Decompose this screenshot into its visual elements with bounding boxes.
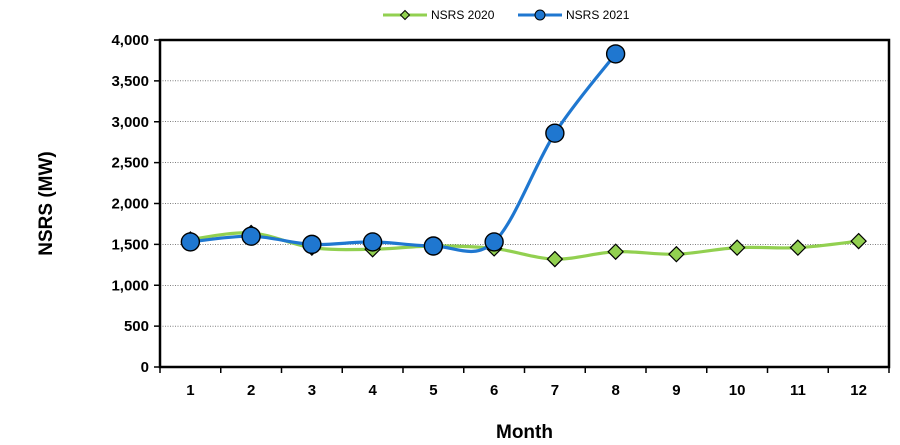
legend-item: NSRS 2021 (518, 8, 630, 22)
series-line (190, 52, 617, 253)
x-tick-label: 1 (186, 382, 194, 399)
x-tick-label: 8 (611, 382, 619, 399)
y-tick-label: 3,500 (111, 73, 149, 90)
data-point (484, 232, 504, 252)
data-point (546, 250, 564, 268)
legend-item: NSRS 2020 (383, 8, 495, 22)
data-point (728, 239, 746, 256)
x-tick-label: 4 (368, 382, 377, 399)
x-axis-title: Month (496, 422, 553, 443)
y-tick-label: 500 (124, 318, 149, 335)
x-tick-label: 12 (850, 382, 867, 399)
data-point (668, 245, 685, 263)
data-point (302, 234, 322, 255)
x-tick-label: 11 (790, 382, 806, 399)
series (180, 44, 867, 268)
data-point (423, 236, 444, 256)
y-tick-label: 1,000 (111, 277, 149, 294)
series-line (190, 231, 859, 261)
data-point (545, 123, 565, 143)
y-tick-label: 1,500 (111, 236, 149, 253)
y-tick-label: 4,000 (111, 32, 149, 49)
gridlines (160, 80, 889, 327)
legend: NSRS 2020 NSRS 2021 (383, 8, 630, 22)
legend-marker (534, 9, 546, 21)
x-tick-label: 3 (308, 382, 316, 399)
legend-marker (399, 9, 411, 21)
y-tick-label: 2,000 (111, 196, 149, 213)
legend-label: NSRS 2020 (431, 8, 495, 22)
data-point (607, 243, 624, 261)
x-tick-label: 7 (551, 382, 559, 399)
y-tick-label: 2,500 (111, 155, 149, 172)
x-tick-label: 10 (729, 382, 746, 399)
data-point (241, 226, 261, 246)
plot-area (158, 38, 891, 369)
data-point (180, 232, 201, 252)
x-tick-label: 5 (429, 382, 437, 399)
y-axis: 0 500 1,000 1,500 2,000 2,500 3,000 3,500 4,000 (111, 32, 160, 376)
y-tick-label: 0 (141, 359, 149, 376)
y-axis-title: NSRS (MW) (36, 151, 57, 255)
series-2 (180, 44, 626, 256)
x-axis: 1 2 3 4 5 6 7 8 9 10 11 12 (159, 367, 890, 399)
data-point (850, 232, 867, 250)
data-point (605, 44, 626, 64)
legend-label: NSRS 2021 (566, 8, 630, 22)
series-1 (182, 224, 867, 268)
x-tick-label: 6 (490, 382, 498, 399)
x-tick-label: 9 (672, 382, 680, 399)
x-tick-label: 2 (247, 382, 255, 399)
data-point (789, 239, 807, 256)
data-point (362, 232, 383, 252)
y-tick-label: 3,000 (111, 114, 149, 131)
